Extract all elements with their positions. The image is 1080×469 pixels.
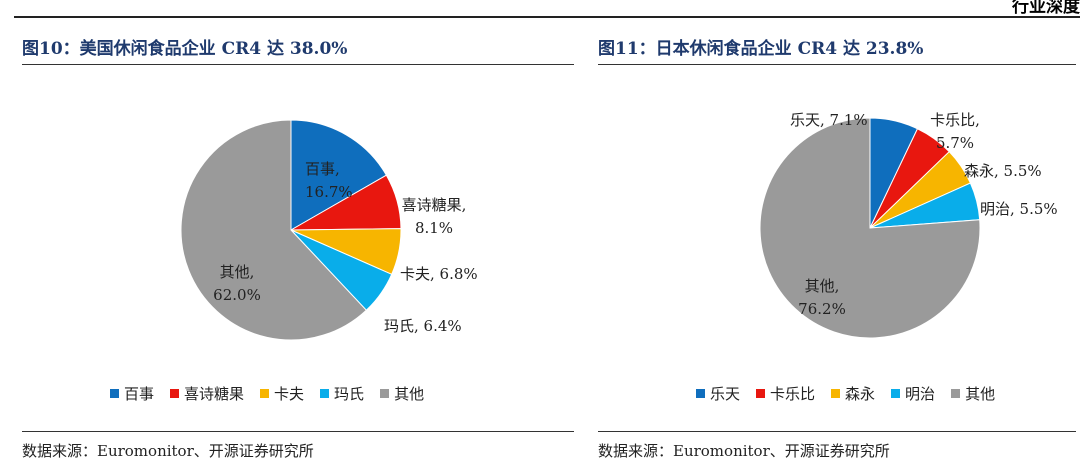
us-legend-item-1: 百事 <box>110 383 154 404</box>
jp-legend-label-1: 乐天 <box>710 385 741 403</box>
jp-pie-label-5: 其他, 76.2% <box>798 277 846 318</box>
jp-legend-swatch-5 <box>951 389 961 398</box>
figure-10-bottom-rule <box>22 431 574 432</box>
us-pie-label-5: 其他, 62.0% <box>213 263 261 304</box>
us-pie-label-2: 喜诗糖果, 8.1% <box>402 196 467 237</box>
report-header-text: 行业深度 <box>1012 0 1080 17</box>
us-legend-swatch-3 <box>260 389 270 398</box>
figure-11-legend: 乐天 卡乐比 森永 明治 其他 <box>696 383 995 404</box>
jp-legend-item-5: 其他 <box>951 383 995 404</box>
jp-pie-label-1: 乐天, 7.1% <box>790 111 868 129</box>
us-legend-swatch-1 <box>110 389 119 398</box>
jp-legend-item-2: 卡乐比 <box>756 383 815 404</box>
figure-11-title: 图11：日本休闲食品企业 CR4 达 23.8% <box>598 39 924 59</box>
jp-legend-label-4: 明治 <box>905 385 936 403</box>
jp-legend-label-3: 森永 <box>845 385 876 403</box>
jp-legend-item-1: 乐天 <box>696 383 740 404</box>
header-divider <box>14 16 1080 18</box>
us-legend-item-2: 喜诗糖果 <box>170 383 244 404</box>
jp-pie-label-3: 森永, 5.5% <box>964 162 1042 180</box>
us-legend-item-5: 其他 <box>380 383 424 404</box>
us-pie-slice-1 <box>290 119 388 231</box>
us-legend-swatch-4 <box>320 389 330 398</box>
jp-legend-swatch-1 <box>696 389 705 398</box>
us-legend-swatch-2 <box>170 389 180 398</box>
jp-legend-item-4: 明治 <box>891 383 935 404</box>
us-pie-label-3: 卡夫, 6.8% <box>400 265 478 283</box>
jp-pie-slice-5 <box>759 117 981 339</box>
us-pie-slice-5 <box>180 119 368 341</box>
jp-pie-label-4: 明治, 5.5% <box>980 200 1058 218</box>
jp-legend-item-3: 森永 <box>831 383 875 404</box>
figure-11-bottom-rule <box>598 431 1076 432</box>
jp-pie-label-2: 卡乐比, 5.7% <box>930 111 980 152</box>
figure-11-source: 数据来源：Euromonitor、开源证券研究所 <box>598 442 890 460</box>
figure-10-title: 图10：美国休闲食品企业 CR4 达 38.0% <box>22 39 348 59</box>
us-legend-item-3: 卡夫 <box>260 383 304 404</box>
figure-10-pie-chart: 百事, 16.7% 喜诗糖果, 8.1% 卡夫, 6.8% 玛氏, 6.4% 其他, 62.0… <box>180 119 478 341</box>
us-pie-label-4: 玛氏, 6.4% <box>384 317 462 335</box>
us-legend-label-4: 玛氏 <box>334 385 365 403</box>
jp-legend-swatch-4 <box>891 389 901 398</box>
us-legend-label-5: 其他 <box>394 385 425 403</box>
figure-11-top-rule <box>598 64 1076 65</box>
us-legend-swatch-5 <box>380 389 390 398</box>
us-legend-label-3: 卡夫 <box>274 385 305 403</box>
figure-10-top-rule <box>22 64 574 65</box>
jp-legend-swatch-3 <box>831 389 841 398</box>
figure-10-source: 数据来源：Euromonitor、开源证券研究所 <box>22 442 314 460</box>
us-legend-label-2: 喜诗糖果 <box>184 385 245 403</box>
jp-legend-label-2: 卡乐比 <box>770 385 816 403</box>
us-legend-label-1: 百事 <box>124 385 155 403</box>
figure-11-pie-chart: 乐天, 7.1% 卡乐比, 5.7% 森永, 5.5% 明治, 5.5% 其他, 76.2% <box>759 111 1058 339</box>
jp-legend-swatch-2 <box>756 389 766 398</box>
us-pie-label-1: 百事, 16.7% <box>305 160 353 201</box>
jp-legend-label-5: 其他 <box>965 385 996 403</box>
figure-10-legend: 百事 喜诗糖果 卡夫 玛氏 其他 <box>110 383 424 404</box>
us-legend-item-4: 玛氏 <box>320 383 364 404</box>
